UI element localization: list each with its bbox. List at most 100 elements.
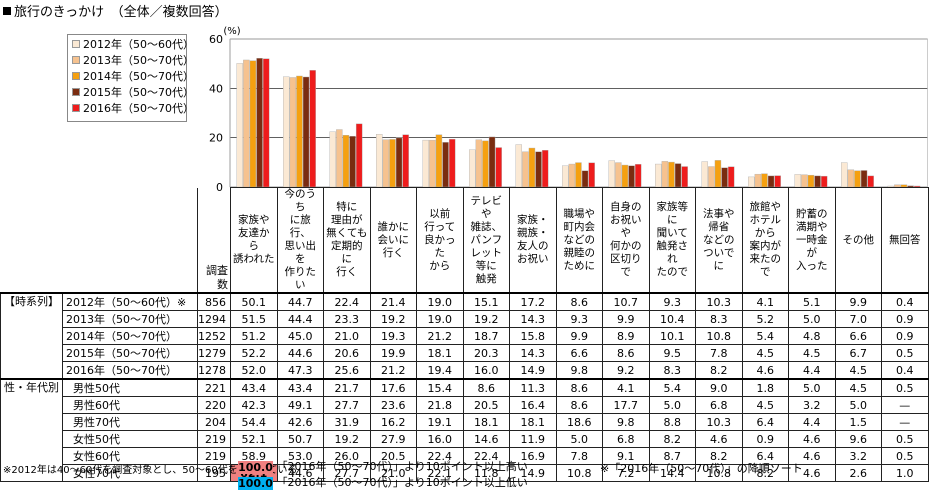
bar [562, 165, 569, 188]
bar [867, 175, 874, 188]
table-cell: 27.9 [369, 430, 417, 448]
low-legend-swatch: 100.0 [238, 476, 273, 490]
bar [907, 185, 914, 188]
group-label: 性・年代別 [0, 378, 63, 482]
bar [495, 147, 502, 188]
table-cell: 9.9 [602, 310, 650, 328]
table-cell: 44.4 [276, 310, 324, 328]
row-label: 2015年（50～70代） [62, 344, 198, 362]
table-cell: 2.6 [834, 464, 882, 482]
bar [674, 163, 682, 188]
category-header-line: 触発 [475, 272, 497, 285]
bar [535, 151, 542, 188]
row-label: 女性70代 [62, 464, 198, 482]
bar [296, 75, 303, 188]
bar [581, 170, 589, 188]
table-cell: 44.7 [276, 292, 324, 311]
category-header-line: 特に [336, 201, 358, 213]
bar [608, 160, 615, 188]
table-cell: 43.4 [230, 378, 278, 397]
category-header: 家族等に 聞いて 触発され たので [648, 187, 696, 294]
legend-swatch [72, 104, 80, 112]
table-cell: 19.2 [369, 310, 417, 328]
bar [727, 166, 735, 188]
table-cell: 18.6 [555, 413, 603, 431]
category-header: 無回答 [881, 187, 929, 294]
bar [262, 58, 270, 188]
category-header-line: から [754, 227, 776, 239]
bar [761, 173, 768, 188]
table-row: 性・年代別 男性50代 221 43.4 43.4 21.7 17.6 15.4 8.6 11.3… [0, 378, 929, 482]
table-cell: 19.0 [416, 292, 464, 311]
bar [615, 162, 622, 188]
table-cell: 0.4 [881, 361, 929, 380]
row-count: 856 [197, 292, 231, 311]
table-cell: 14.3 [509, 344, 557, 362]
category-header-line: 法事や [703, 207, 735, 220]
bar [249, 60, 257, 188]
bar [714, 160, 722, 188]
table-cell: 8.6 [555, 292, 603, 311]
category-header-line: 友達から [238, 227, 270, 252]
table-cell: 1.8 [741, 378, 789, 397]
table-cell: 18.1 [416, 344, 464, 362]
table-corner [0, 187, 198, 294]
table-cell: 8.8 [648, 413, 696, 431]
table-cell: 21.7 [323, 378, 371, 397]
category-header: 家族や 友達から 誘われた [230, 187, 278, 294]
bars [236, 58, 921, 188]
category-header: 家族・ 親族・ 友人の お祝い [509, 187, 557, 294]
legend-item: 2014年（50～70代） [72, 69, 194, 85]
category-header-line: 作りたい [284, 266, 317, 291]
category-header-line: 誰かに [377, 220, 410, 233]
bar [435, 134, 443, 188]
table-cell: 4.4 [788, 361, 836, 380]
category-header: 今のうち に旅行、 思い出を 作りたい [276, 187, 324, 294]
legend-swatch [72, 72, 80, 80]
bar [701, 161, 708, 188]
table-cell: 15.4 [416, 378, 464, 397]
bar [482, 140, 489, 188]
row-count: 204 [197, 413, 231, 431]
category-header-line: 満期や [796, 220, 828, 233]
table-cell: 5.0 [555, 430, 603, 448]
y-tick-label: 40 [209, 82, 223, 95]
category-header-line: 理由が [331, 214, 363, 226]
table-cell: 0.9 [741, 430, 789, 448]
bar [801, 174, 808, 188]
table-row: 2013年（50～70代） 1294 51.5 44.4 23.3 19.2 19.0 19.… [1, 310, 929, 328]
table-cell: 9.8 [602, 413, 650, 431]
table-cell: 8.9 [602, 327, 650, 345]
bar [336, 129, 343, 188]
table-cell: 11.8 [462, 464, 510, 482]
bar [854, 170, 861, 188]
legend-label: 2013年（50～70代） [83, 54, 194, 67]
table-cell: 19.1 [416, 413, 464, 431]
category-header: 貯蓄の 満期や 一時金が 入った [788, 187, 836, 294]
high-legend: 100.0 「2016年（50～70代）」より10ポイント以上高い [238, 458, 528, 474]
category-header-line: 自身の [610, 201, 642, 213]
category-header: その他 [834, 187, 882, 294]
bar [860, 170, 868, 188]
row-label: 2012年（50～60代）※ [62, 292, 198, 311]
table-cell: 1.0 [881, 464, 929, 482]
bar [634, 164, 642, 188]
bar [794, 174, 801, 188]
table-cell: 4.8 [788, 327, 836, 345]
footnote: ※2012年は40～60代を調査対象とし、50～60代を集計している [3, 465, 298, 476]
category-header-line: 職場や [563, 207, 596, 220]
table-cell: 19.0 [416, 310, 464, 328]
y-axis-unit: (%) [223, 26, 240, 37]
table-cell: 4.5 [741, 344, 789, 362]
table-cell: 31.9 [323, 413, 371, 431]
row-count: 1294 [197, 310, 231, 328]
row-label: 女性50代 [62, 430, 198, 448]
bar [429, 139, 436, 188]
bar [283, 76, 290, 188]
bar [349, 135, 356, 188]
row-count: 1279 [197, 344, 231, 362]
category-header-line: 思い出を [284, 240, 317, 265]
bar [568, 163, 576, 188]
table-cell: 4.5 [788, 344, 836, 362]
bar [382, 139, 390, 188]
